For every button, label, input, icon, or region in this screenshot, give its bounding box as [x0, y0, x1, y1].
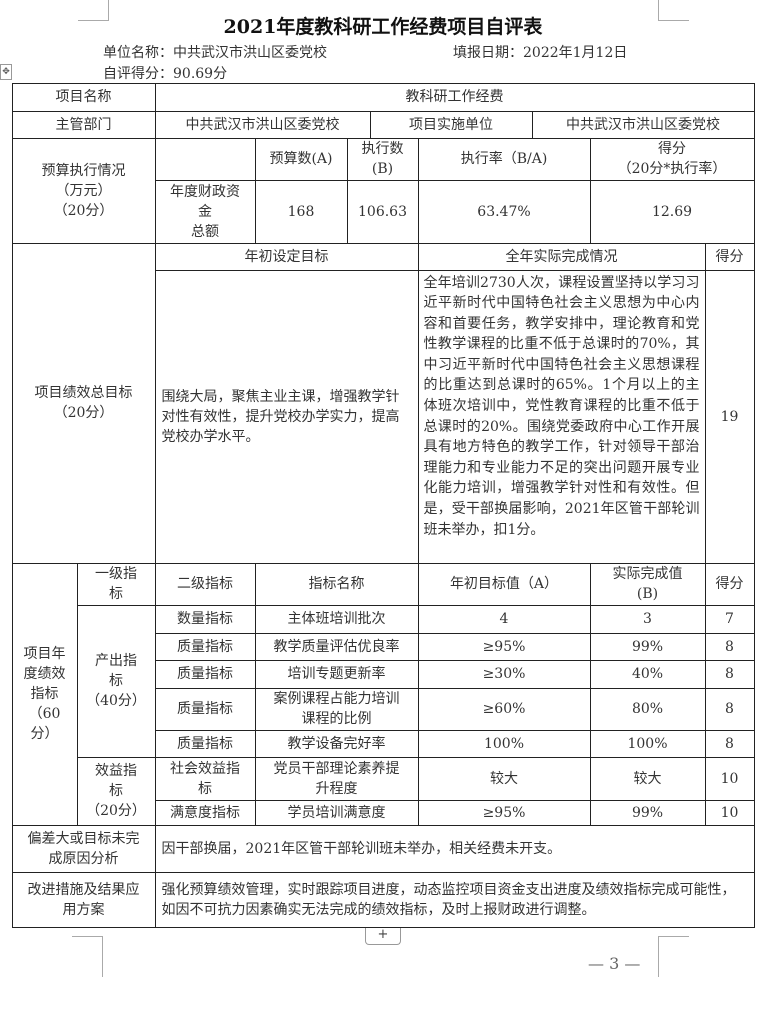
indicator-actual: 80% — [589, 687, 706, 731]
goal-target-text: 围绕大局，聚焦主业主课，增强教学针对性有效性，提升党校办学实力，提高党校办学水平… — [154, 269, 419, 564]
budget-col-header: 预算数(A) — [254, 137, 348, 181]
indicator-col-header: 二级指标 — [154, 562, 256, 606]
margin-corner-mark — [658, 936, 689, 977]
fill-date: 填报日期：2022年1月12日 — [453, 45, 628, 61]
indicator-target: ≥95% — [417, 799, 591, 826]
indicator-score: 10 — [704, 756, 755, 801]
benefit-indicator-group: 效益指 标 （20分） — [76, 756, 156, 826]
budget-col-header: 执行率（B/A) — [417, 137, 591, 181]
indicator-score: 7 — [704, 604, 755, 634]
impl-unit-label: 项目实施单位 — [369, 110, 533, 139]
budget-col-header: 得分 （20分*执行率） — [589, 137, 755, 181]
margin-corner-mark — [78, 0, 109, 21]
improvement-label: 改进措施及结果应 用方案 — [11, 871, 156, 928]
indicator-actual: 99% — [589, 799, 706, 826]
margin-corner-mark — [72, 936, 103, 977]
goal-col-header: 年初设定目标 — [154, 242, 419, 271]
indicator-col-header: 一级指 标 — [76, 562, 156, 606]
goal-actual-text: 全年培训2730人次，课程设置坚持以学习习近平新时代中国特色社会主义思想为中心内… — [417, 269, 706, 564]
indicator-col-header: 年初目标值（A） — [417, 562, 591, 606]
indicator-target: 4 — [417, 604, 591, 634]
indicator-name: 党员干部理论素养提 升程度 — [254, 756, 419, 801]
budget-header-blank — [154, 137, 256, 181]
unit-name: 单位名称：中共武汉市洪山区委党校 — [103, 45, 327, 61]
indicator-target: ≥60% — [417, 687, 591, 731]
indicator-name: 学员培训满意度 — [254, 799, 419, 826]
project-name-label: 项目名称 — [11, 82, 156, 112]
impl-unit-value: 中共武汉市洪山区委党校 — [531, 110, 755, 139]
margin-corner-mark — [658, 0, 689, 21]
indicator-level2: 社会效益指 标 — [154, 756, 256, 801]
budget-amount: 168 — [254, 179, 348, 244]
indicator-actual: 3 — [589, 604, 706, 634]
project-name-value: 教科研工作经费 — [154, 82, 755, 112]
indicator-score: 8 — [704, 659, 755, 689]
indicator-name: 教学设备完好率 — [254, 729, 419, 758]
indicator-score: 8 — [704, 687, 755, 731]
indicator-target: 较大 — [417, 756, 591, 801]
indicator-name: 培训专题更新率 — [254, 659, 419, 689]
goal-col-header: 全年实际完成情况 — [417, 242, 706, 271]
dept-value: 中共武汉市洪山区委党校 — [154, 110, 371, 139]
deviation-label: 偏差大或目标未完 成原因分析 — [11, 824, 156, 873]
table-move-handle[interactable]: ✥ — [0, 64, 12, 80]
deviation-text: 因干部换届，2021年区管干部轮训班未举办，相关经费未开支。 — [154, 824, 755, 873]
goal-section-label: 项目绩效总目标 （20分） — [11, 242, 156, 564]
document-title: 2021年度教科研工作经费项目自评表 — [223, 16, 543, 38]
budget-row-label: 年度财政资 金 总额 — [154, 179, 256, 244]
indicator-actual: 较大 — [589, 756, 706, 801]
goal-score: 19 — [704, 269, 755, 564]
executed-amount: 106.63 — [346, 179, 419, 244]
indicator-col-header: 实际完成值 (B) — [589, 562, 706, 606]
indicator-level2: 数量指标 — [154, 604, 256, 634]
indicator-target: ≥95% — [417, 632, 591, 661]
indicator-actual: 99% — [589, 632, 706, 661]
self-score: 自评得分：90.69分 — [103, 66, 228, 82]
indicator-score: 8 — [704, 729, 755, 758]
goal-col-header: 得分 — [704, 242, 755, 271]
execution-rate: 63.47% — [417, 179, 591, 244]
indicator-target: 100% — [417, 729, 591, 758]
indicators-section-label: 项目年 度绩效 指标 （60 分） — [11, 562, 78, 826]
indicator-score: 8 — [704, 632, 755, 661]
indicator-target: ≥30% — [417, 659, 591, 689]
indicator-score: 10 — [704, 799, 755, 826]
indicator-actual: 100% — [589, 729, 706, 758]
indicator-level2: 满意度指标 — [154, 799, 256, 826]
indicator-level2: 质量指标 — [154, 632, 256, 661]
indicator-col-header: 指标名称 — [254, 562, 419, 606]
indicator-col-header: 得分 — [704, 562, 755, 606]
indicator-level2: 质量指标 — [154, 729, 256, 758]
indicator-name: 案例课程占能力培训 课程的比例 — [254, 687, 419, 731]
improvement-text: 强化预算绩效管理，实时跟踪项目进度，动态监控项目资金支出进度及绩效指标完成可能性… — [154, 871, 755, 928]
indicator-name: 教学质量评估优良率 — [254, 632, 419, 661]
indicator-actual: 40% — [589, 659, 706, 689]
budget-score: 12.69 — [589, 179, 755, 244]
budget-col-header: 执行数 (B) — [346, 137, 419, 181]
indicator-name: 主体班培训批次 — [254, 604, 419, 634]
add-row-button[interactable]: + — [365, 928, 401, 945]
dept-label: 主管部门 — [11, 110, 156, 139]
indicator-level2: 质量指标 — [154, 687, 256, 731]
output-indicator-group: 产出指 标 （40分） — [76, 604, 156, 758]
indicator-level2: 质量指标 — [154, 659, 256, 689]
budget-section-label: 预算执行情况 （万元） （20分） — [11, 137, 156, 244]
page-number: — 3 — — [588, 954, 641, 973]
